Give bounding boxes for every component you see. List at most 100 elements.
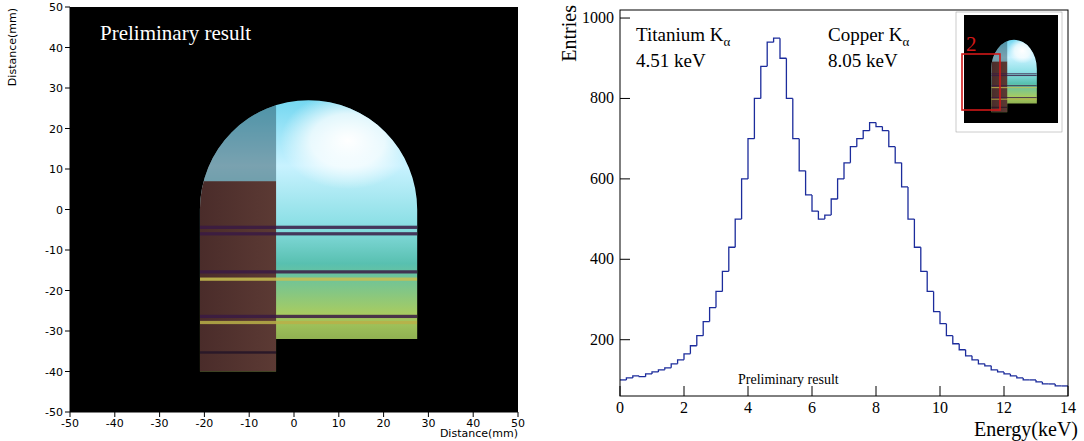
histogram-bin bbox=[754, 98, 760, 138]
histogram-bin bbox=[633, 376, 639, 378]
histogram-bin bbox=[895, 147, 901, 163]
histogram-bin bbox=[639, 375, 645, 377]
y-tick bbox=[65, 88, 70, 89]
annotation-main: Titanium K bbox=[636, 24, 724, 45]
x-axis-title: Distance(mm) bbox=[440, 427, 518, 440]
annotation: 2 bbox=[966, 32, 977, 56]
histogram-bin bbox=[780, 38, 786, 58]
image-stripe bbox=[991, 85, 1037, 86]
histogram-bin bbox=[684, 354, 690, 360]
histogram-bin bbox=[1049, 383, 1055, 384]
inset-frame bbox=[956, 12, 1062, 132]
histogram-bin bbox=[978, 360, 984, 364]
y-tick bbox=[620, 339, 630, 340]
image-panel: -50-40-30-20-1001020304050-50-40-30-20-1… bbox=[6, 1, 525, 440]
y-tick bbox=[65, 371, 70, 372]
y-tick-label: 20 bbox=[49, 123, 63, 136]
x-tick-label: -20 bbox=[195, 417, 213, 430]
y-tick bbox=[65, 290, 70, 291]
x-tick bbox=[1068, 386, 1069, 396]
image-stripe bbox=[991, 73, 1037, 74]
image-dim bbox=[200, 96, 276, 181]
histogram-bin bbox=[1017, 376, 1023, 378]
annotation: 4.51 keV bbox=[636, 50, 706, 71]
image-highlight bbox=[1008, 38, 1036, 64]
x-tick-label: -30 bbox=[151, 417, 169, 430]
histogram-bin bbox=[1055, 384, 1061, 386]
histogram-bin bbox=[927, 271, 933, 291]
y-tick-label: 50 bbox=[49, 1, 63, 14]
histogram-bin bbox=[793, 98, 799, 138]
y-tick-label: 400 bbox=[590, 250, 614, 267]
inset-image bbox=[964, 15, 1058, 123]
histogram-bin bbox=[646, 374, 652, 377]
x-tick-label: -50 bbox=[61, 417, 79, 430]
y-tick bbox=[65, 128, 70, 129]
histogram-bin bbox=[850, 147, 856, 163]
histogram-bin bbox=[998, 370, 1004, 372]
histogram-bin bbox=[806, 171, 812, 195]
inset bbox=[956, 12, 1062, 132]
histogram-bin bbox=[774, 38, 780, 42]
histogram-bin bbox=[626, 378, 632, 380]
image-lit-area bbox=[195, 92, 419, 376]
y-tick-label: 10 bbox=[49, 163, 63, 176]
histogram-bin bbox=[818, 211, 824, 219]
x-tick-label: 20 bbox=[377, 417, 391, 430]
y-tick bbox=[65, 7, 70, 8]
histogram-bin bbox=[1023, 378, 1029, 380]
histogram-bin bbox=[876, 123, 882, 127]
y-axis-title: Entries bbox=[558, 5, 580, 62]
x-axis-title: Energy(keV) bbox=[974, 418, 1078, 441]
histogram-bin bbox=[761, 66, 767, 98]
x-tick-label: -10 bbox=[240, 417, 258, 430]
x-tick-label: 4 bbox=[744, 399, 752, 416]
image-stripe bbox=[991, 75, 1037, 76]
y-tick-label: 30 bbox=[49, 82, 63, 95]
image-stripe bbox=[991, 99, 1037, 100]
image-background bbox=[70, 7, 518, 412]
histogram-bin bbox=[844, 163, 850, 179]
y-tick-label: 40 bbox=[49, 42, 63, 55]
annotation: Preliminary result bbox=[738, 372, 839, 387]
histogram-bin bbox=[1030, 379, 1036, 380]
y-tick bbox=[65, 250, 70, 251]
y-tick-label: 1000 bbox=[582, 9, 614, 26]
histogram-bin bbox=[1062, 385, 1068, 386]
y-tick bbox=[620, 178, 630, 179]
histogram-bin bbox=[1042, 382, 1048, 384]
image-stripe bbox=[200, 232, 417, 235]
x-tick bbox=[940, 386, 941, 396]
histogram-bin bbox=[914, 219, 920, 247]
histogram-bin bbox=[710, 308, 716, 322]
histogram-bin bbox=[857, 139, 863, 147]
histogram-bin bbox=[831, 199, 837, 215]
x-tick-label: 6 bbox=[808, 399, 816, 416]
y-tick bbox=[65, 47, 70, 48]
histogram-bin bbox=[1004, 372, 1010, 374]
annotation: Preliminary result bbox=[100, 21, 251, 45]
annotation-main: Copper K bbox=[828, 24, 903, 45]
x-tick-label: -40 bbox=[106, 417, 124, 430]
histogram bbox=[620, 38, 1068, 386]
histogram-bin bbox=[703, 322, 709, 336]
histogram-bin bbox=[716, 291, 722, 307]
annotation: Copper Kα bbox=[828, 24, 909, 49]
histogram-bin bbox=[972, 356, 978, 360]
histogram-bin bbox=[921, 247, 927, 271]
histogram-panel: 024681012142004006008001000Energy(keV)En… bbox=[558, 5, 1078, 441]
x-tick-label: 0 bbox=[616, 399, 624, 416]
image-shadow bbox=[200, 181, 276, 371]
histogram-bin bbox=[735, 219, 741, 247]
x-tick-label: 10 bbox=[932, 399, 948, 416]
histogram-bin bbox=[786, 58, 792, 98]
x-tick-label: 14 bbox=[1060, 399, 1076, 416]
y-tick bbox=[65, 209, 70, 210]
histogram-bin bbox=[870, 123, 876, 131]
x-tick-label: 8 bbox=[872, 399, 880, 416]
x-tick-label: 2 bbox=[680, 399, 688, 416]
histogram-bin bbox=[940, 312, 946, 324]
page: -50-40-30-20-1001020304050-50-40-30-20-1… bbox=[0, 0, 1084, 441]
histogram-bin bbox=[678, 360, 684, 364]
histogram-bin bbox=[953, 336, 959, 344]
